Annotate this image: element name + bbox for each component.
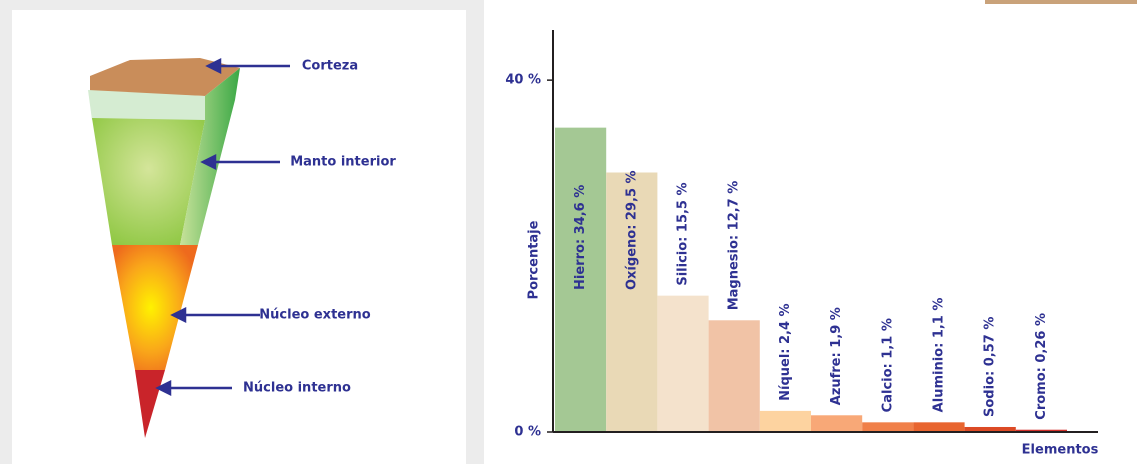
layer-label: Manto interior	[290, 155, 396, 170]
accent-stripe	[985, 0, 1137, 4]
y-axis-label: Porcentaje	[527, 220, 542, 299]
bar	[913, 422, 965, 432]
value-label: Magnesio: 12,7 %	[727, 181, 742, 311]
value-label: Oxígeno: 29,5 %	[624, 170, 639, 290]
value-label: Sodio: 0,57 %	[983, 317, 998, 417]
value-label: Cromo: 0,26 %	[1034, 313, 1049, 420]
bar	[657, 295, 709, 432]
bar	[964, 426, 1016, 432]
y-tick-label: 40 %	[505, 73, 541, 88]
layer-label: Corteza	[302, 59, 358, 74]
bar	[555, 127, 607, 432]
bar	[708, 320, 760, 432]
x-axis-label: Elementos	[1022, 443, 1099, 458]
value-label: Silicio: 15,5 %	[676, 182, 691, 285]
value-label: Calcio: 1,1 %	[880, 318, 895, 412]
bar	[1015, 429, 1067, 432]
arrows	[155, 57, 290, 397]
y-tick-label: 0 %	[514, 425, 541, 440]
bar	[862, 422, 914, 432]
value-label: Azufre: 1,9 %	[829, 307, 844, 405]
value-label: Níquel: 2,4 %	[778, 303, 793, 400]
value-label: Aluminio: 1,1 %	[932, 298, 947, 413]
layer-label: Núcleo interno	[243, 381, 351, 396]
bar	[759, 410, 811, 432]
value-label: Hierro: 34,6 %	[573, 185, 588, 290]
layer-label: Núcleo externo	[259, 308, 370, 323]
diagram-panel	[12, 10, 466, 464]
bar	[606, 172, 658, 432]
bar	[811, 415, 863, 432]
